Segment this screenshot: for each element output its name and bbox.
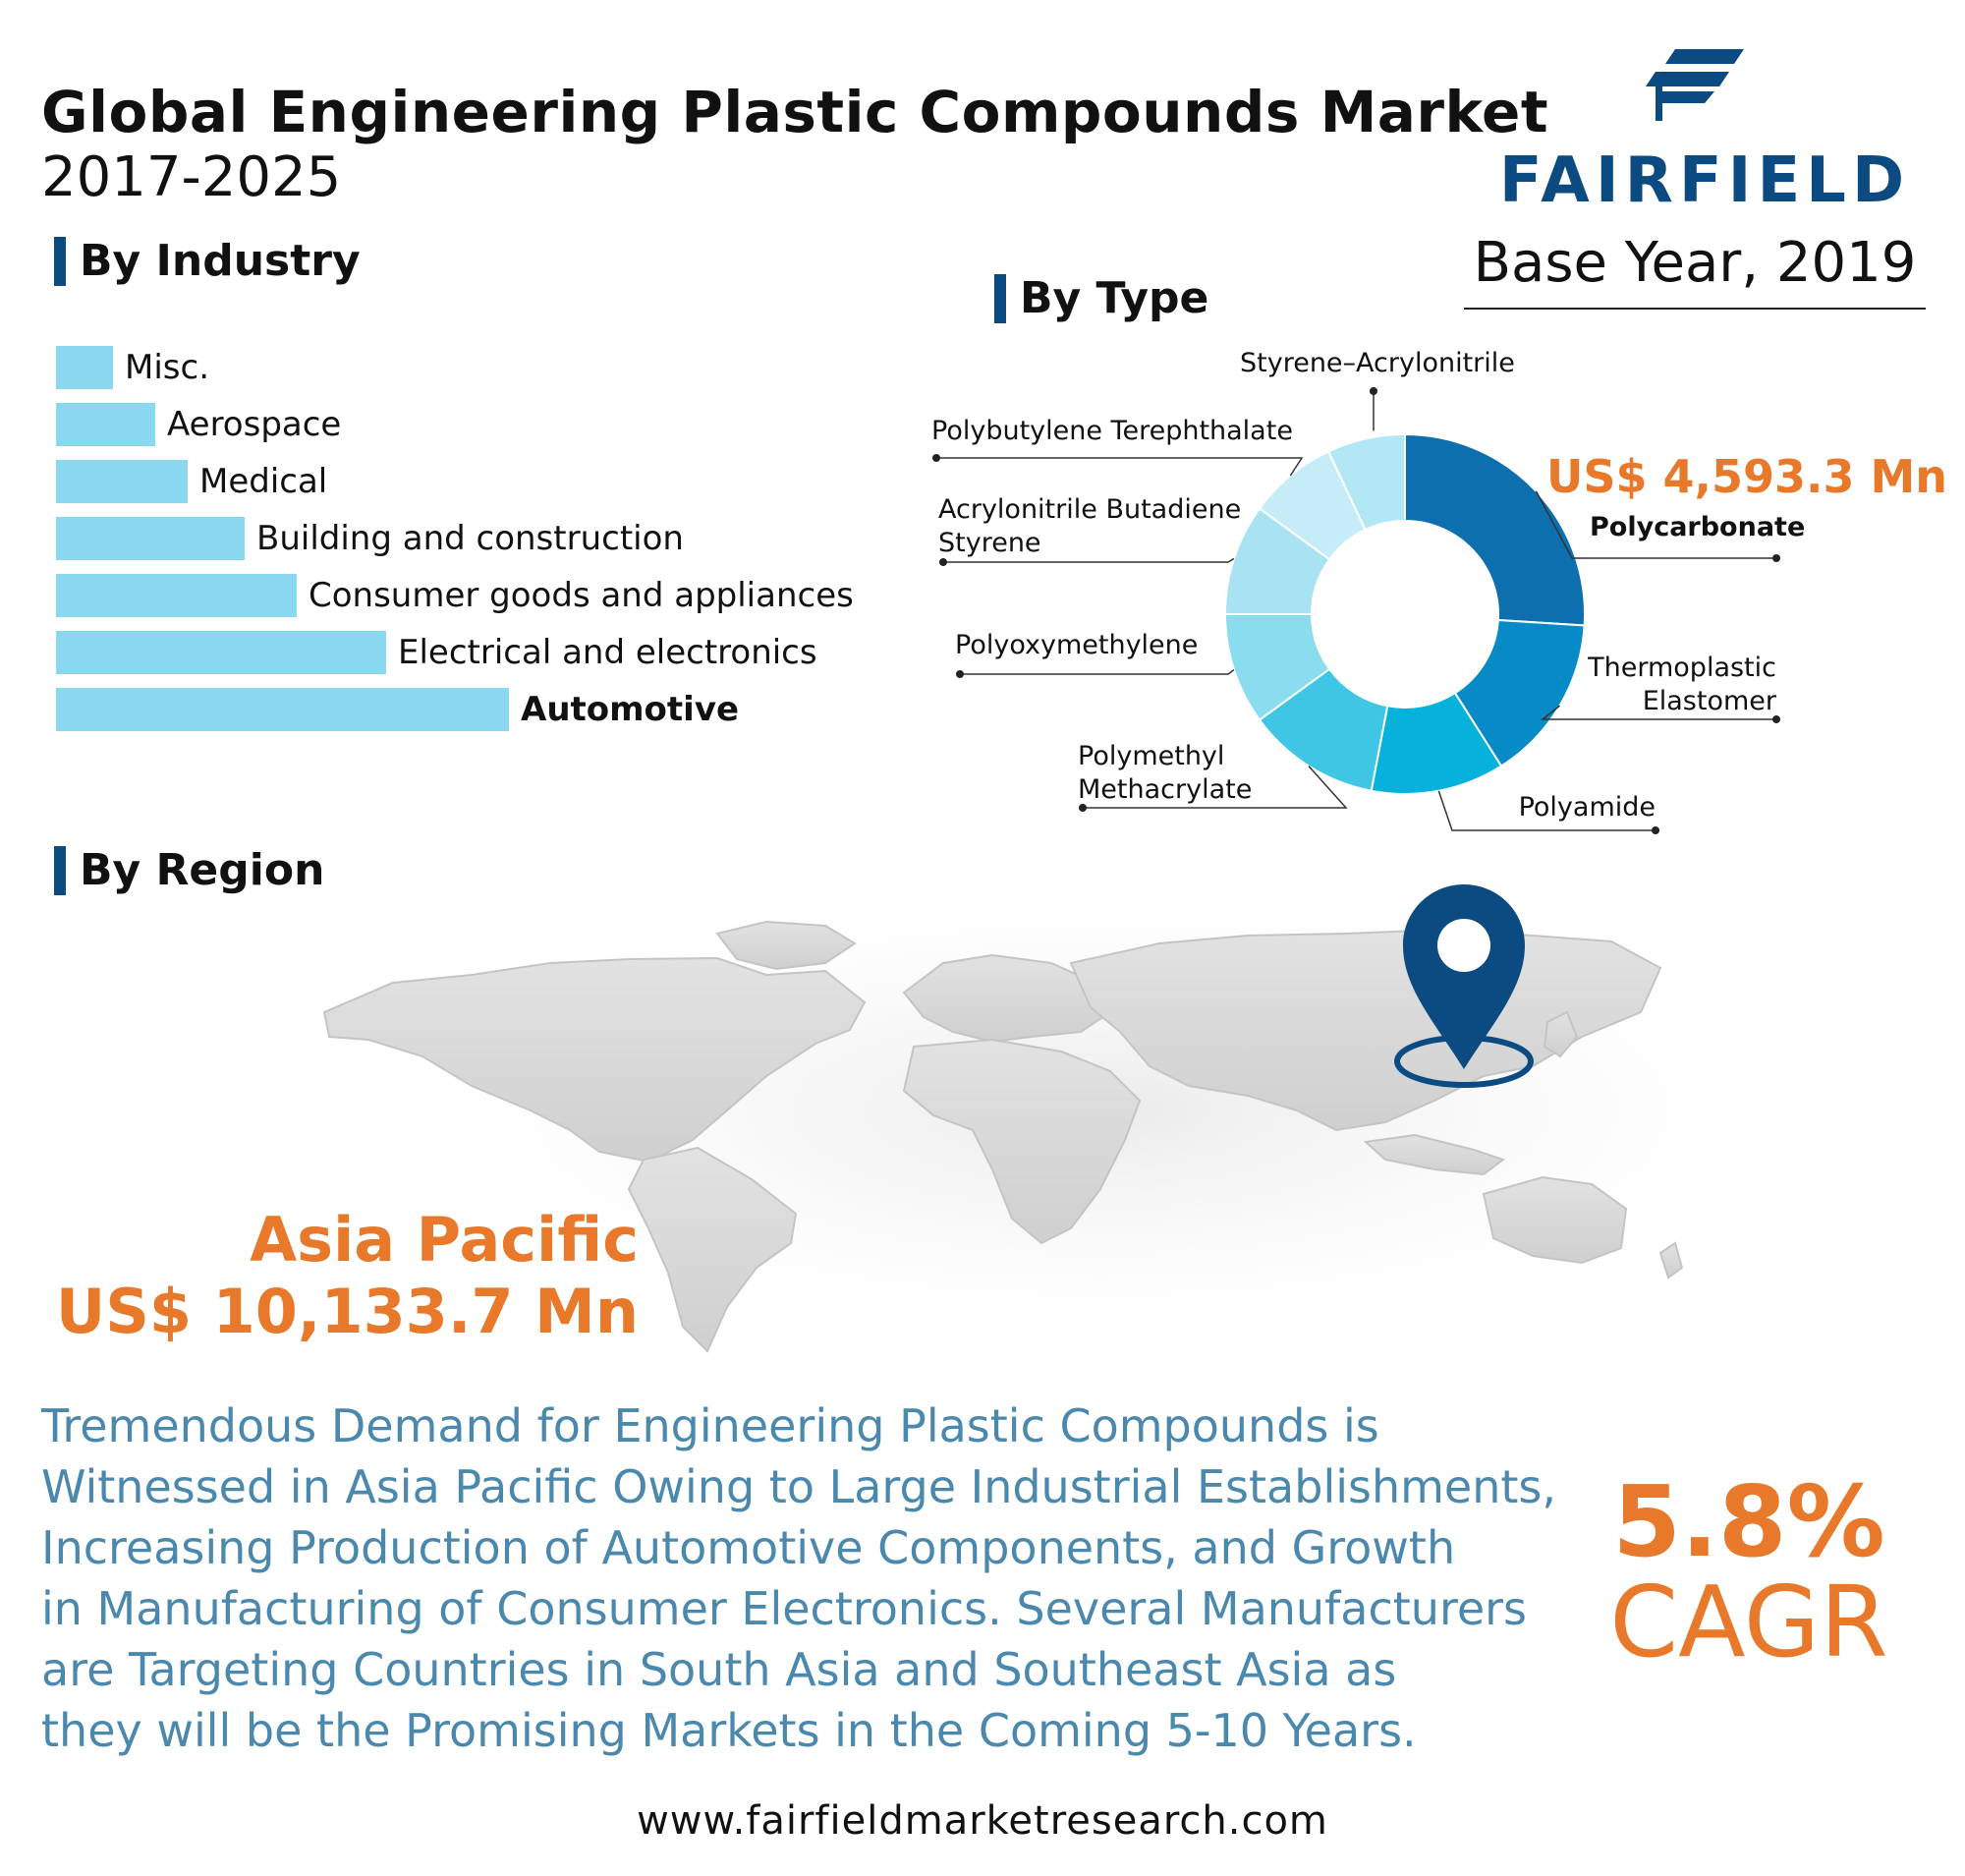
leader-dot <box>1772 554 1780 562</box>
type-label: Polyoxymethylene <box>955 629 1198 662</box>
map-africa <box>902 1038 1142 1245</box>
industry-bar <box>56 346 113 389</box>
type-label-line: Polyoxymethylene <box>955 630 1199 660</box>
leader-dot <box>932 454 940 462</box>
type-label: Polybutylene Terephthalate <box>931 415 1293 448</box>
leader-line <box>1083 766 1348 809</box>
type-label-line: Elastomer <box>1642 686 1776 716</box>
map-new-zealand <box>1658 1241 1684 1279</box>
type-label: Polymethyl Methacrylate <box>1078 740 1252 807</box>
summary-line: are Targeting Countries in South Asia an… <box>41 1643 1397 1696</box>
industry-bar-label: Consumer goods and appliances <box>309 576 854 615</box>
summary-line: they will be the Promising Markets in th… <box>41 1704 1417 1757</box>
section-region: By Region <box>54 845 324 895</box>
type-label-line: Polyamide <box>1518 792 1656 823</box>
type-label: Polycarbonate <box>1590 511 1805 544</box>
cagr-label: CAGR <box>1609 1564 1888 1679</box>
leader-dot <box>1772 715 1780 723</box>
map-pin-icon <box>1394 884 1534 1088</box>
leader-dot <box>939 558 947 566</box>
section-type-label: By Type <box>1020 273 1209 323</box>
map-australia <box>1482 1175 1628 1265</box>
leader-line <box>1535 490 1776 559</box>
cagr-value: 5.8% <box>1612 1464 1885 1579</box>
map-europe <box>902 953 1112 1044</box>
map-north-america <box>322 956 867 1164</box>
industry-bar <box>56 403 155 446</box>
type-label: Polyamide <box>1513 791 1656 824</box>
logo-mark <box>1646 49 1744 121</box>
section-marker <box>994 273 1006 323</box>
logo-wordmark: FAIRFIELD <box>1499 144 1910 211</box>
type-label-line: Polymethyl <box>1078 741 1225 771</box>
industry-bar <box>56 517 245 560</box>
summary-line: in Manufacturing of Consumer Electronics… <box>41 1582 1528 1635</box>
industry-bar-label: Aerospace <box>167 405 342 444</box>
website-link[interactable]: www.fairfieldmarketresearch.com <box>637 1798 1328 1844</box>
year-range: 2017-2025 <box>41 145 342 209</box>
type-label-line: Polybutylene Terephthalate <box>931 416 1293 446</box>
leader-line <box>943 557 1235 563</box>
industry-bar <box>56 631 386 674</box>
summary-line: Witnessed in Asia Pacific Owing to Large… <box>41 1460 1557 1513</box>
industry-bar-label: Misc. <box>125 348 209 387</box>
industry-bar-label: Automotive <box>521 690 740 729</box>
map-southeast-asia <box>1363 1133 1506 1176</box>
map-japan <box>1543 1010 1579 1058</box>
type-donut-chart <box>932 387 1780 834</box>
type-label-line: Thermoplastic <box>1588 653 1776 683</box>
summary-text: Tremendous Demand for Engineering Plasti… <box>41 1395 1574 1761</box>
polycarbonate-value: US$ 4,593.3 Mn <box>1546 450 1948 503</box>
type-label-line: Acrylonitrile Butadiene <box>938 494 1242 525</box>
industry-bar <box>56 574 297 617</box>
type-label-line: Methacrylate <box>1078 774 1253 805</box>
leader-line <box>1540 705 1776 720</box>
leader-dot <box>1079 804 1087 812</box>
fairfield-logo: FAIRFIELD <box>1499 49 1910 211</box>
base-year: Base Year, 2019 <box>1473 231 1917 295</box>
industry-bar <box>56 460 188 503</box>
type-label: Acrylonitrile Butadiene Styrene <box>938 493 1241 560</box>
summary-line: Increasing Production of Automotive Comp… <box>41 1521 1456 1574</box>
industry-bar-label: Electrical and electronics <box>398 633 817 672</box>
type-label-line: Polycarbonate <box>1590 512 1806 542</box>
region-name: Asia Pacific <box>250 1204 639 1276</box>
section-industry-label: By Industry <box>80 236 361 286</box>
section-marker <box>54 236 66 286</box>
leader-line <box>936 457 1304 477</box>
type-label-line: Styrene–Acrylonitrile <box>1240 348 1515 378</box>
type-label: Thermoplastic Elastomer <box>1587 652 1776 718</box>
type-label: Styrene–Acrylonitrile <box>1240 347 1515 380</box>
map-greenland <box>715 920 857 971</box>
section-marker <box>54 845 66 895</box>
leader-dot <box>956 670 964 678</box>
region-value: US$ 10,133.7 Mn <box>55 1276 639 1347</box>
type-label-line: Styrene <box>938 528 1041 558</box>
summary-line: Tremendous Demand for Engineering Plasti… <box>41 1399 1379 1452</box>
base-year-underline <box>1464 308 1926 310</box>
section-type: By Type <box>994 273 1208 323</box>
leader-line <box>1437 790 1656 831</box>
donut-slice <box>1326 432 1406 532</box>
industry-bar-label: Medical <box>199 462 328 501</box>
leader-dot <box>1652 826 1659 834</box>
section-region-label: By Region <box>80 845 325 895</box>
section-industry: By Industry <box>54 236 361 286</box>
leader-line <box>960 668 1235 675</box>
leader-dot <box>1370 387 1377 395</box>
industry-bar <box>56 688 509 731</box>
donut-slice <box>1404 432 1586 627</box>
world-map <box>314 865 1886 1366</box>
page-title: Global Engineering Plastic Compounds Mar… <box>41 79 1549 145</box>
industry-bar-label: Building and construction <box>256 519 684 558</box>
map-south-america <box>627 1146 798 1353</box>
